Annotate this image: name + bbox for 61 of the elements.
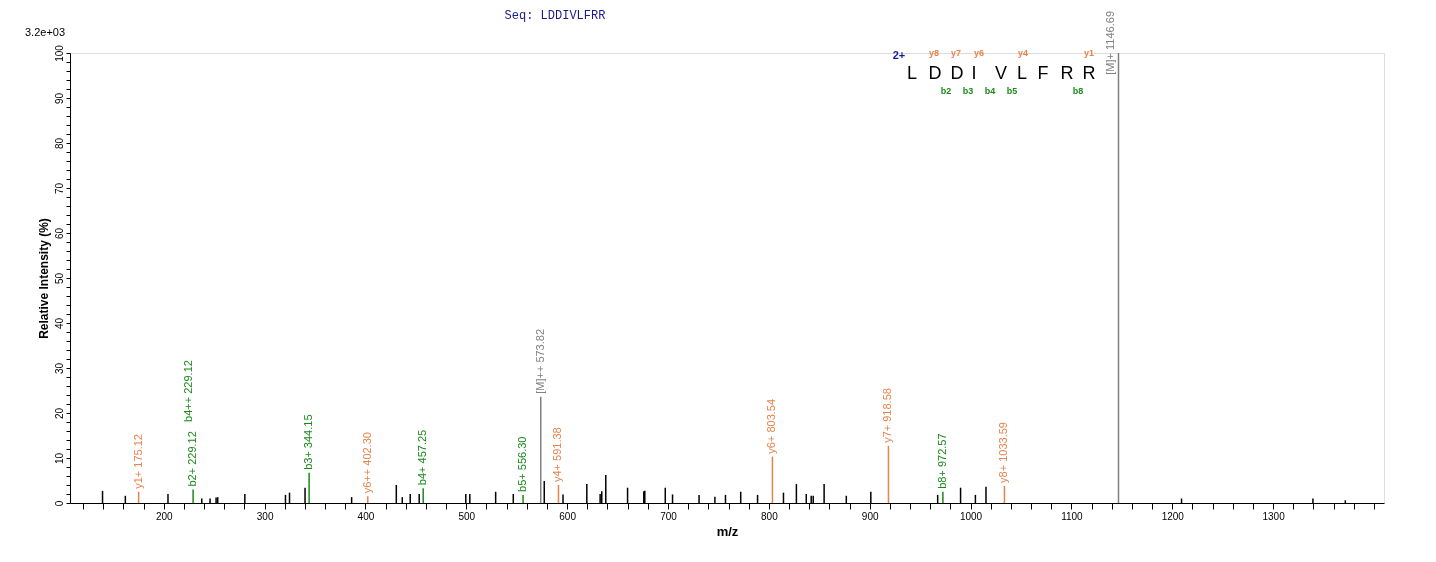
annotation: y7+ 918.58 [881,388,894,443]
annotation: L [1016,63,1028,83]
annotation: y6++ 402.30 [360,432,373,494]
annotation: D [928,63,942,83]
annotation: y6+ 803.54 [765,398,778,454]
annotation: D [950,63,964,83]
y-axis-title: Relative Intensity (%) [36,218,51,339]
x-axis-title: m/z [716,523,739,539]
annotation: b3 [962,86,974,96]
y-tick-label: 40 [53,317,65,330]
x-tick-label: 1200 [1161,510,1185,522]
annotation: b4++ 229.12 [182,360,194,422]
annotation: y7 [950,48,962,58]
annotation: R [1082,63,1096,83]
annotation: I [971,63,977,83]
annotation: 2+ [892,49,906,61]
y-tick-label: 70 [53,182,65,195]
x-tick-label: 300 [256,510,274,522]
annotation: b2+ 229.12 [186,431,199,487]
annotation: y4 [1017,48,1029,58]
annotation: [M]++ 573.82 [533,328,546,394]
annotation: F [1037,63,1049,83]
annotation: y8+ 1033.59 [997,422,1010,483]
y-tick-label: 90 [53,92,65,105]
annotation: [M]+ 1146.69 [1104,11,1117,75]
annotation: L [906,63,918,83]
annotation: b8 [1072,86,1084,96]
x-tick-label: 600 [559,510,577,522]
x-tick-label: 700 [660,510,678,522]
y-tick-label: 10 [53,452,65,465]
x-tick-label: 500 [458,510,476,522]
annotation: y1 [1083,48,1095,58]
annotation: y8 [928,48,940,58]
annotation: b2 [940,86,952,96]
chart-title: Seq: LDDIVLFRR [504,9,606,23]
annotation: y1+ 175.12 [131,434,144,489]
y-tick-label: 20 [53,407,65,420]
y-tick-label: 60 [53,227,65,240]
annotation: b4+ 457.25 [416,429,429,486]
x-tick-label: 1100 [1061,510,1084,522]
annotation: b5+ 556.30 [516,436,529,492]
annotation: b3+ 344.15 [302,414,315,470]
annotation: R [1060,63,1074,83]
x-tick-label: 1000 [959,510,983,522]
annotation: y4+ 591.38 [551,427,564,482]
annotation: b5 [1006,86,1018,96]
y-tick-label: 50 [53,272,65,285]
x-tick-label: 900 [861,510,879,522]
x-tick-label: 400 [357,510,375,522]
annotation: b4 [984,86,996,96]
text: 3.2e+03 [24,26,66,38]
annotation: y6 [973,48,985,58]
x-tick-label: 200 [155,510,174,522]
x-tick-label: 800 [761,510,779,522]
y-tick-label: 80 [53,137,65,150]
y-tick-label: 0 [53,500,65,507]
y-tick-label: 100 [53,44,65,62]
annotation: V [994,63,1008,83]
annotation: b8+ 972.57 [935,433,948,489]
x-tick-label: 1300 [1262,510,1286,522]
y-tick-label: 30 [53,362,65,375]
